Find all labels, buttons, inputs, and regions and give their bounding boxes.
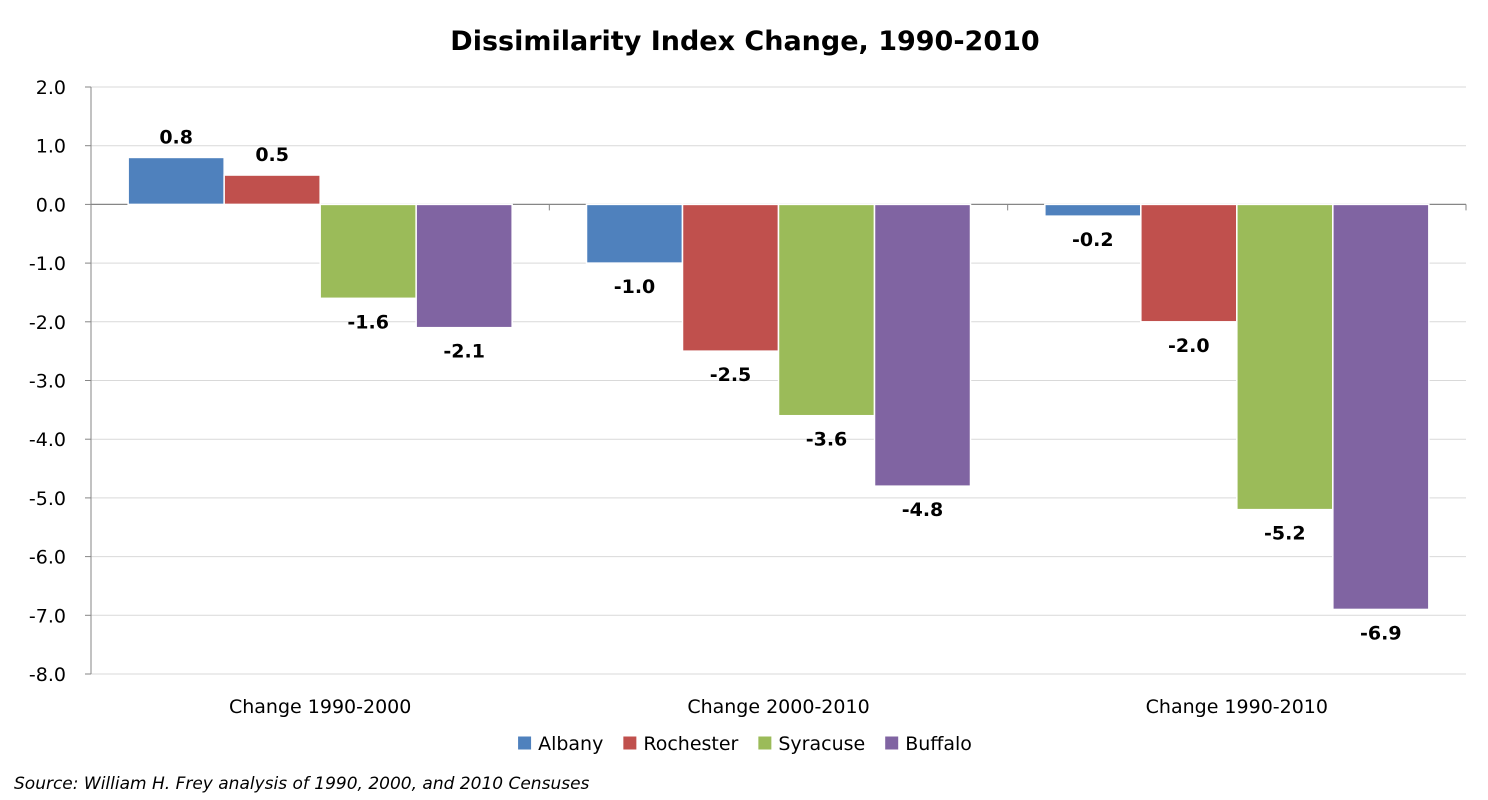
bar-syracuse — [777, 203, 876, 417]
bar-syracuse — [319, 203, 417, 300]
data-label: -3.6 — [806, 429, 848, 451]
bar-buffalo — [873, 203, 972, 487]
bar-buffalo — [1332, 203, 1430, 611]
legend-swatch-albany — [518, 736, 532, 750]
data-label: -4.8 — [902, 499, 944, 521]
data-label: 0.5 — [255, 144, 289, 166]
bars — [127, 156, 1430, 611]
data-label: -5.2 — [1264, 523, 1306, 545]
bar-rochester — [223, 174, 321, 206]
y-tick-label: 1.0 — [36, 136, 66, 158]
data-label: -6.9 — [1360, 622, 1402, 644]
y-tick-label: -3.0 — [29, 371, 66, 393]
legend-label: Rochester — [643, 733, 738, 755]
chart-title: Dissimilarity Index Change, 1990-2010 — [450, 26, 1039, 57]
data-labels: 0.8 0.5 -1.6 -2.1 -1.0 -2.5 -3.6 -4.8 -0.2 -2.0 -5… — [159, 126, 1401, 644]
y-tick-label: -5.0 — [29, 488, 66, 510]
y-tick-label: -8.0 — [29, 664, 66, 686]
bar-rochester — [1140, 203, 1238, 323]
y-tick-label: -6.0 — [29, 547, 66, 569]
data-label: -2.0 — [1168, 335, 1210, 357]
legend-swatch-rochester — [623, 736, 637, 750]
axes: 2.0 1.0 0.0 -1.0 -2.0 -3.0 -4.0 -5.0 -6.0 -7.0 -8.… — [29, 77, 1467, 718]
legend-label: Albany — [538, 733, 603, 755]
bar-rochester — [681, 203, 780, 352]
y-tick-label: -2.0 — [29, 312, 66, 334]
data-label: -1.6 — [347, 311, 389, 333]
x-category-label: Change 1990-2000 — [229, 696, 411, 718]
bar-albany — [1044, 203, 1142, 217]
y-tick-label: -7.0 — [29, 605, 66, 627]
x-category-label: Change 1990-2010 — [1146, 696, 1328, 718]
data-label: -2.5 — [710, 364, 752, 386]
bar-albany — [127, 156, 225, 206]
data-label: 0.8 — [159, 126, 193, 148]
chart-svg: Dissimilarity Index Change, 1990-2010 2.… — [29, 26, 1467, 755]
y-tick-label: 2.0 — [36, 77, 66, 99]
legend: Albany Rochester Syracuse Buffalo — [518, 733, 972, 755]
x-category-label: Change 2000-2010 — [687, 696, 869, 718]
y-tick-label: 0.0 — [36, 194, 66, 216]
legend-label: Buffalo — [905, 733, 972, 755]
legend-swatch-buffalo — [885, 736, 899, 750]
y-tick-label: -4.0 — [29, 429, 66, 451]
legend-swatch-syracuse — [758, 736, 772, 750]
bar-albany — [585, 203, 684, 264]
data-label: -2.1 — [443, 341, 485, 363]
source-note: Source: William H. Frey analysis of 1990… — [14, 774, 590, 794]
data-label: -0.2 — [1072, 229, 1114, 251]
bar-syracuse — [1236, 203, 1334, 511]
legend-label: Syracuse — [778, 733, 865, 755]
bar-buffalo — [415, 203, 513, 329]
data-label: -1.0 — [614, 276, 656, 298]
y-tick-label: -1.0 — [29, 253, 66, 275]
